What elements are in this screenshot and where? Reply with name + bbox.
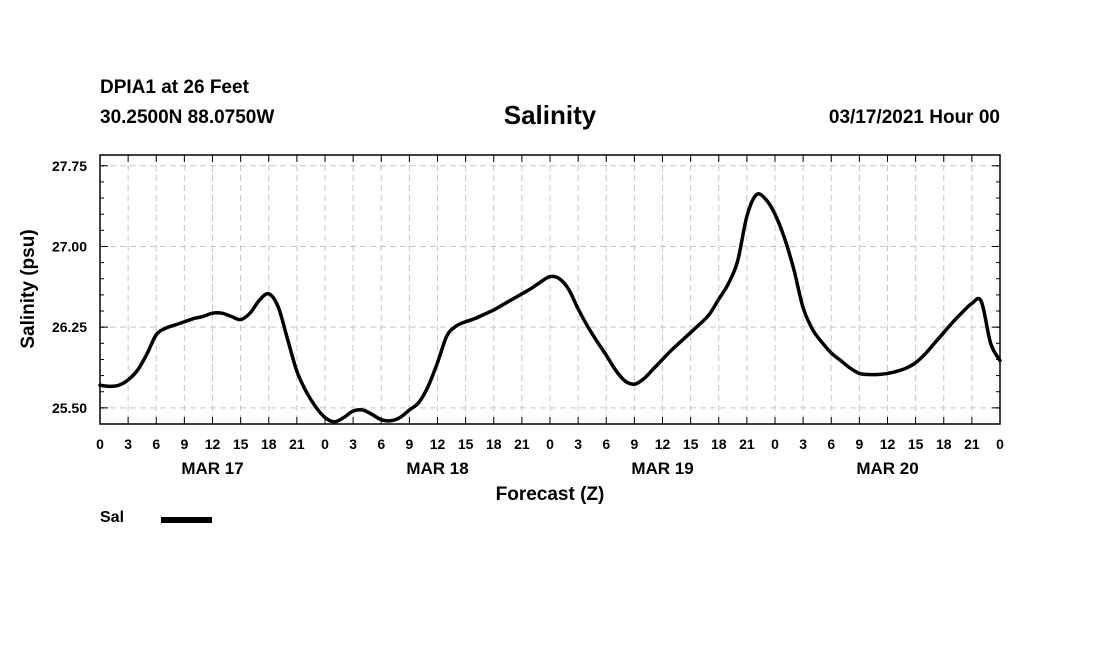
x-tick-label: 0 — [321, 436, 329, 452]
salinity-series-line — [98, 192, 1002, 424]
y-tick-label: 26.25 — [52, 319, 87, 335]
x-tick-label: 0 — [96, 436, 104, 452]
x-tick-label: 12 — [655, 436, 671, 452]
x-tick-label: 0 — [546, 436, 554, 452]
plot-frame — [99, 154, 1001, 425]
x-tick-label: 21 — [739, 436, 755, 452]
x-tick-label: 6 — [602, 436, 610, 452]
x-tick-label: 9 — [630, 436, 638, 452]
x-tick-label: 12 — [880, 436, 896, 452]
x-tick-label: 6 — [152, 436, 160, 452]
x-tick-label: 12 — [205, 436, 221, 452]
x-tick-label: 3 — [124, 436, 132, 452]
x-tick-label: 15 — [908, 436, 924, 452]
x-tick-label: 18 — [936, 436, 952, 452]
y-tick-label: 27.00 — [52, 238, 87, 254]
x-tick-label: 21 — [964, 436, 980, 452]
y-tick-label: 25.50 — [52, 400, 87, 416]
chart-title: Salinity — [503, 100, 597, 130]
day-label: MAR 17 — [181, 459, 243, 478]
legend-label: Sal — [100, 509, 125, 526]
x-tick-label: 18 — [261, 436, 277, 452]
day-label: MAR 19 — [631, 459, 693, 478]
x-tick-label: 12 — [430, 436, 446, 452]
y-tick-label: 27.75 — [52, 158, 87, 174]
x-tick-label: 0 — [771, 436, 779, 452]
legend-swatch — [161, 517, 212, 523]
day-label: MAR 18 — [406, 459, 468, 478]
day-labels: MAR 17 MAR 18 MAR 19 MAR 20 — [181, 459, 918, 478]
x-tick-label: 15 — [683, 436, 699, 452]
x-tick-label: 15 — [233, 436, 249, 452]
x-tick-label: 15 — [458, 436, 474, 452]
x-tick-label: 9 — [405, 436, 413, 452]
station-label: DPIA1 at 26 Feet — [100, 77, 249, 98]
y-tick-labels: 25.50 26.25 27.00 27.75 — [52, 158, 87, 416]
x-tick-labels: 0 3 6 9 12 15 18 21 0 3 6 9 12 15 18 21 0 3 6 9 12 15 18 21 0 3 6 9… — [96, 436, 1004, 452]
grid-lines — [100, 155, 1000, 424]
x-axis-title: Forecast (Z) — [496, 484, 605, 505]
x-tick-label: 6 — [377, 436, 385, 452]
forecast-run-time: 03/17/2021 Hour 00 — [828, 107, 1000, 128]
x-tick-label: 0 — [996, 436, 1004, 452]
x-tick-label: 18 — [486, 436, 502, 452]
x-tick-label: 9 — [855, 436, 863, 452]
x-tick-label: 18 — [711, 436, 727, 452]
x-tick-label: 3 — [574, 436, 582, 452]
day-label: MAR 20 — [856, 459, 918, 478]
x-tick-label: 21 — [514, 436, 530, 452]
x-tick-label: 6 — [827, 436, 835, 452]
x-tick-label: 9 — [180, 436, 188, 452]
coordinates-label: 30.2500N 88.0750W — [100, 107, 275, 128]
y-axis-title: Salinity (psu) — [18, 229, 39, 348]
x-tick-label: 21 — [289, 436, 305, 452]
x-tick-label: 3 — [349, 436, 357, 452]
x-tick-label: 3 — [799, 436, 807, 452]
